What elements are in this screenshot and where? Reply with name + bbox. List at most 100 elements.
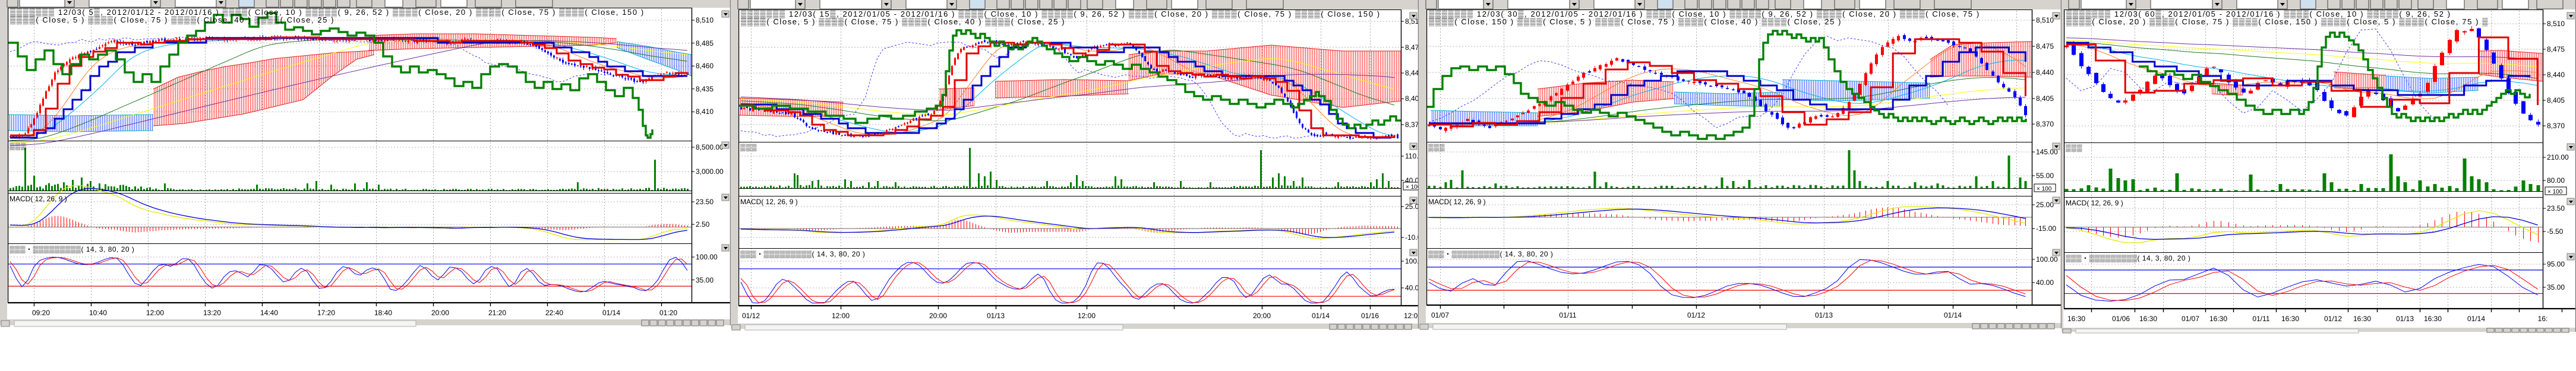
svg-text:12:00: 12:00 bbox=[1404, 312, 1419, 320]
svg-text:8,500.00: 8,500.00 bbox=[696, 143, 724, 151]
svg-text:35.00: 35.00 bbox=[2547, 283, 2565, 291]
svg-text:▒▒▒▒▒▒▒ 12/03( 5▒, 2012/01/12: ▒▒▒▒▒▒▒ 12/03( 5▒, 2012/01/12 - 2012/01/… bbox=[10, 8, 645, 17]
svg-text:110.00: 110.00 bbox=[1405, 152, 1419, 160]
svg-text:01/13: 01/13 bbox=[1815, 311, 1833, 319]
svg-text:8,405: 8,405 bbox=[2547, 96, 2565, 104]
svg-text:20:00: 20:00 bbox=[431, 309, 449, 317]
svg-text:25.00: 25.00 bbox=[2036, 201, 2054, 209]
svg-text:16:30: 16:30 bbox=[2139, 315, 2157, 323]
svg-text:▒▒▒▒( Close, 20 ) ▒: ▒▒▒▒( Close, 20 ) ▒▒▒▒( Close, 75 ) ▒▒▒▒… bbox=[2066, 17, 2489, 27]
svg-text:01/07: 01/07 bbox=[2182, 315, 2199, 323]
svg-text:01/14: 01/14 bbox=[1944, 311, 1962, 319]
svg-text:▒▒▒▒( Close, 5 ) ▒▒: ▒▒▒▒( Close, 5 ) ▒▒▒▒( Close, 75 ) ▒▒▒▒(… bbox=[741, 17, 1065, 27]
svg-text:× 100: × 100 bbox=[1406, 184, 1419, 191]
svg-text:22:40: 22:40 bbox=[545, 309, 563, 317]
svg-text:8,370: 8,370 bbox=[2547, 122, 2565, 130]
svg-text:35.00: 35.00 bbox=[696, 276, 714, 284]
svg-text:01/11: 01/11 bbox=[1559, 311, 1576, 319]
svg-text:▒▒▒▒( Close, 5 ) ▒▒: ▒▒▒▒( Close, 5 ) ▒▒▒▒( Close, 75 ) ▒▒▒▒(… bbox=[10, 15, 334, 25]
svg-text:× 100: × 100 bbox=[2037, 186, 2052, 192]
svg-text:100.00: 100.00 bbox=[696, 253, 718, 261]
svg-text:40.00: 40.00 bbox=[2036, 278, 2054, 287]
svg-text:01/06: 01/06 bbox=[2112, 315, 2130, 323]
svg-text:16:30: 16:30 bbox=[2281, 315, 2299, 323]
svg-text:16:: 16: bbox=[2538, 315, 2548, 323]
svg-text:8,405: 8,405 bbox=[2036, 94, 2054, 103]
svg-text:01/12: 01/12 bbox=[2324, 315, 2342, 323]
svg-text:01/12: 01/12 bbox=[1687, 311, 1705, 319]
svg-text:8,370: 8,370 bbox=[1405, 121, 1419, 129]
svg-text:▒▒▒・▒▒▒▒▒▒▒▒▒( 14, 3, 80, 20 ): ▒▒▒・▒▒▒▒▒▒▒▒▒( 14, 3, 80, 20 ) bbox=[2066, 254, 2190, 262]
svg-text:17:20: 17:20 bbox=[317, 309, 335, 317]
svg-text:8,405: 8,405 bbox=[1405, 94, 1419, 103]
svg-text:-5.50: -5.50 bbox=[2547, 227, 2564, 236]
svg-text:▒▒▒・▒▒▒▒▒▒▒▒▒( 14, 3, 80, 20 ): ▒▒▒・▒▒▒▒▒▒▒▒▒( 14, 3, 80, 20 ) bbox=[740, 250, 865, 258]
svg-text:8,370: 8,370 bbox=[2036, 120, 2054, 128]
svg-text:MACD( 12, 26, 9 ): MACD( 12, 26, 9 ) bbox=[740, 198, 798, 206]
svg-text:8,475: 8,475 bbox=[2547, 45, 2565, 53]
svg-text:01/11: 01/11 bbox=[2252, 315, 2269, 323]
svg-text:▒▒▒▒▒▒▒ 12/03( 60▒, 2012/01/05: ▒▒▒▒▒▒▒ 12/03( 60▒, 2012/01/05 - 2012/01… bbox=[2066, 9, 2451, 19]
svg-text:8,510: 8,510 bbox=[2547, 20, 2565, 28]
svg-text:10:40: 10:40 bbox=[89, 309, 107, 317]
svg-text:16:30: 16:30 bbox=[2067, 315, 2085, 323]
svg-text:16:30: 16:30 bbox=[2209, 315, 2227, 323]
svg-text:8,475: 8,475 bbox=[2036, 42, 2054, 50]
svg-text:8,510: 8,510 bbox=[696, 16, 714, 24]
svg-text:2.50: 2.50 bbox=[696, 220, 710, 229]
svg-text:13:20: 13:20 bbox=[203, 309, 221, 317]
svg-text:01/16: 01/16 bbox=[1361, 312, 1379, 320]
svg-text:▒▒▒: ▒▒▒ bbox=[2066, 144, 2083, 152]
svg-text:12:00: 12:00 bbox=[832, 312, 850, 320]
svg-text:23.50: 23.50 bbox=[2547, 204, 2565, 213]
svg-text:20:00: 20:00 bbox=[1253, 312, 1271, 320]
svg-text:MACD( 12, 26, 9 ): MACD( 12, 26, 9 ) bbox=[10, 195, 67, 203]
svg-text:01/14: 01/14 bbox=[602, 309, 620, 317]
svg-text:40.00: 40.00 bbox=[1405, 284, 1419, 292]
svg-text:01/14: 01/14 bbox=[2467, 315, 2485, 323]
svg-text:8,410: 8,410 bbox=[696, 107, 714, 116]
svg-text:210.00: 210.00 bbox=[2547, 153, 2569, 161]
svg-text:100.00: 100.00 bbox=[2036, 255, 2058, 264]
svg-text:MACD( 12, 26, 9 ): MACD( 12, 26, 9 ) bbox=[1428, 198, 1486, 206]
svg-text:▒▒▒▒▒▒▒ 12/03( 30▒, 2012/01/05: ▒▒▒▒▒▒▒ 12/03( 30▒, 2012/01/05 - 2012/01… bbox=[1429, 9, 1980, 19]
svg-text:MACD( 12, 26, 9 ): MACD( 12, 26, 9 ) bbox=[2066, 199, 2123, 207]
svg-text:01:20: 01:20 bbox=[659, 309, 677, 317]
svg-text:-10.00: -10.00 bbox=[1405, 233, 1419, 242]
svg-text:▒▒▒・▒▒▒▒▒▒▒▒▒( 14, 3, 80, 20 ): ▒▒▒・▒▒▒▒▒▒▒▒▒( 14, 3, 80, 20 ) bbox=[10, 245, 134, 253]
svg-text:20:00: 20:00 bbox=[929, 312, 947, 320]
svg-text:8,440: 8,440 bbox=[2036, 68, 2054, 77]
svg-text:55.00: 55.00 bbox=[2036, 172, 2054, 180]
svg-text:× 100: × 100 bbox=[2547, 189, 2563, 195]
svg-text:16:30: 16:30 bbox=[2424, 315, 2442, 323]
svg-text:12:00: 12:00 bbox=[146, 309, 164, 317]
svg-text:8,460: 8,460 bbox=[696, 62, 714, 70]
svg-text:▒▒▒: ▒▒▒ bbox=[1428, 143, 1445, 151]
svg-text:95.00: 95.00 bbox=[2547, 260, 2565, 268]
svg-text:8,510: 8,510 bbox=[2036, 16, 2054, 24]
svg-text:80.00: 80.00 bbox=[2547, 176, 2565, 185]
svg-text:▒▒▒・▒▒▒▒▒▒▒▒▒( 14, 3, 80, 20 ): ▒▒▒・▒▒▒▒▒▒▒▒▒( 14, 3, 80, 20 ) bbox=[1428, 250, 1553, 258]
svg-text:8,475: 8,475 bbox=[1405, 43, 1419, 52]
svg-text:01/13: 01/13 bbox=[2396, 315, 2414, 323]
svg-text:▒▒▒: ▒▒▒ bbox=[10, 142, 27, 150]
svg-text:8,440: 8,440 bbox=[2547, 71, 2565, 79]
svg-text:14:40: 14:40 bbox=[260, 309, 278, 317]
svg-text:12:00: 12:00 bbox=[1078, 312, 1096, 320]
svg-text:09:20: 09:20 bbox=[32, 309, 50, 317]
svg-text:8,485: 8,485 bbox=[696, 39, 714, 47]
svg-text:16:30: 16:30 bbox=[2353, 315, 2371, 323]
svg-text:▒▒▒: ▒▒▒ bbox=[740, 143, 757, 151]
svg-text:-15.00: -15.00 bbox=[2036, 224, 2056, 233]
svg-text:01/12: 01/12 bbox=[742, 312, 760, 320]
svg-text:8,435: 8,435 bbox=[696, 85, 714, 93]
svg-text:23.50: 23.50 bbox=[696, 198, 714, 206]
svg-text:8,440: 8,440 bbox=[1405, 69, 1419, 77]
svg-text:01/13: 01/13 bbox=[987, 312, 1005, 320]
svg-text:01/07: 01/07 bbox=[1431, 311, 1449, 319]
svg-text:18:40: 18:40 bbox=[374, 309, 392, 317]
svg-text:▒▒▒▒( Close, 150 ): ▒▒▒▒( Close, 150 ) ▒▒▒▒( Close, 5 ) ▒▒▒▒… bbox=[1429, 17, 1842, 27]
svg-text:▒▒▒▒▒▒▒ 12/03( 15▒, 2012/01/05: ▒▒▒▒▒▒▒ 12/03( 15▒, 2012/01/05 - 2012/01… bbox=[741, 9, 1381, 19]
svg-text:100.00: 100.00 bbox=[1405, 257, 1419, 265]
svg-text:21:20: 21:20 bbox=[488, 309, 506, 317]
